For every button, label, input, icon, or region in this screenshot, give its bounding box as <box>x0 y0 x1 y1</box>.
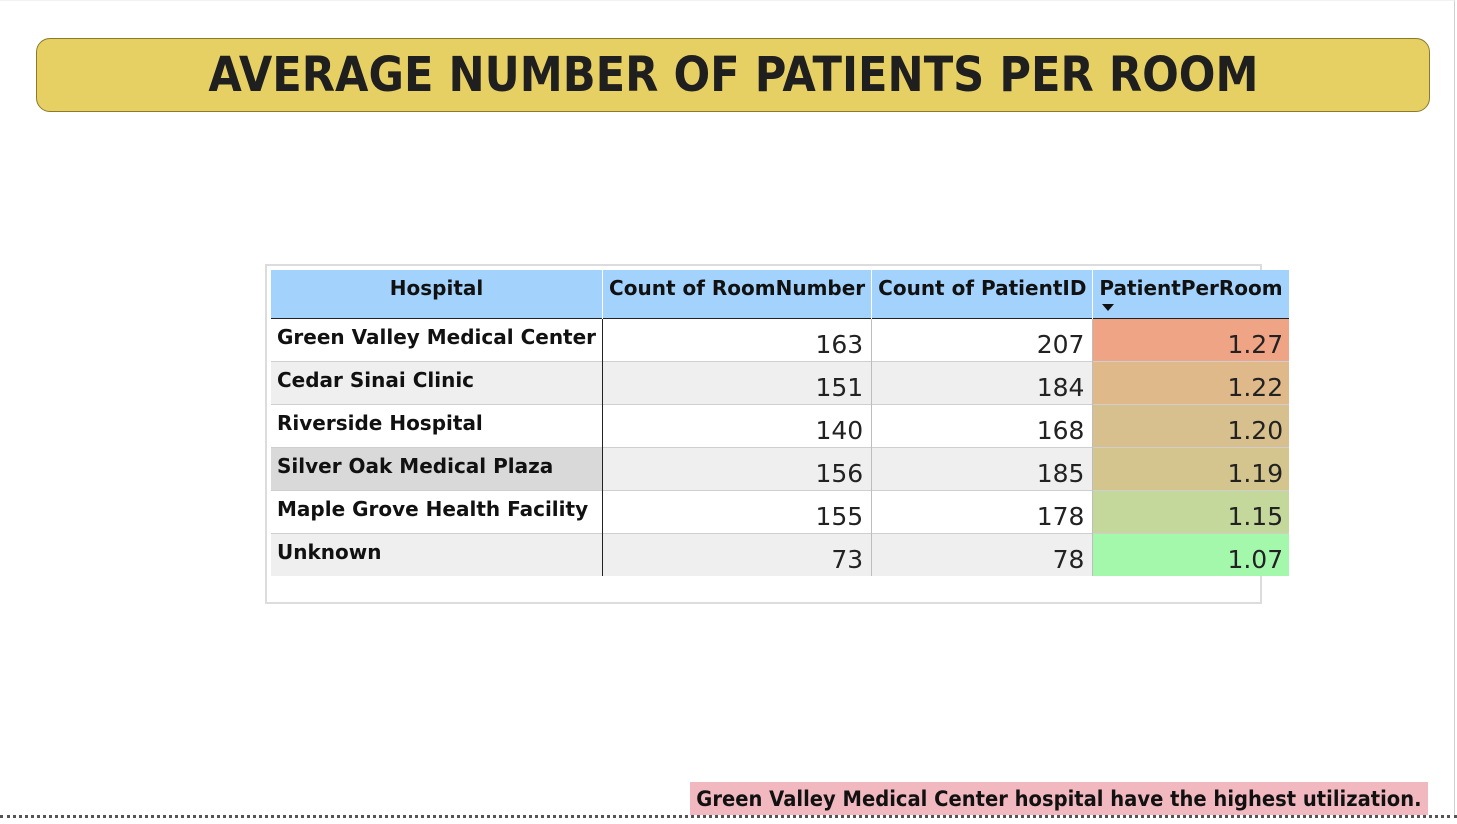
cell-count-roomnumber: 163 <box>602 317 873 361</box>
insight-text: Green Valley Medical Center hospital hav… <box>696 786 1422 811</box>
cell-count-roomnumber: 73 <box>602 532 873 576</box>
cell-count-patientid: 207 <box>871 317 1094 361</box>
cell-patientperroom: 1.20 <box>1092 403 1290 447</box>
table-header-row: Hospital Count of RoomNumber Count of Pa… <box>271 270 1290 318</box>
cell-count-roomnumber: 151 <box>602 360 873 404</box>
cell-count-patientid: 185 <box>871 446 1094 490</box>
page-title: AVERAGE NUMBER OF PATIENTS PER ROOM <box>207 47 1259 103</box>
cell-patientperroom: 1.15 <box>1092 489 1290 533</box>
table-body: Green Valley Medical Center 163 207 1.27 Ced… <box>271 317 1290 576</box>
column-header-count-roomnumber[interactable]: Count of RoomNumber <box>602 270 873 318</box>
cell-count-patientid: 168 <box>871 403 1094 447</box>
cell-hospital[interactable]: Silver Oak Medical Plaza <box>271 446 604 490</box>
table-row[interactable]: Cedar Sinai Clinic 151 184 1.22 <box>271 360 1290 404</box>
column-header-hospital[interactable]: Hospital <box>271 270 604 318</box>
bottom-dotted-divider <box>0 815 1457 818</box>
cell-count-roomnumber: 156 <box>602 446 873 490</box>
patients-per-room-table: Hospital Count of RoomNumber Count of Pa… <box>271 270 1290 576</box>
table-row[interactable]: Silver Oak Medical Plaza 156 185 1.19 <box>271 446 1290 490</box>
cell-hospital[interactable]: Cedar Sinai Clinic <box>271 360 604 404</box>
cell-hospital[interactable]: Unknown <box>271 532 604 576</box>
cell-patientperroom: 1.27 <box>1092 317 1290 361</box>
cell-count-patientid: 184 <box>871 360 1094 404</box>
sort-descending-icon[interactable] <box>1102 304 1115 311</box>
title-banner: AVERAGE NUMBER OF PATIENTS PER ROOM <box>36 38 1430 112</box>
cell-hospital[interactable]: Riverside Hospital <box>271 403 604 447</box>
cell-patientperroom: 1.19 <box>1092 446 1290 490</box>
cell-count-roomnumber: 140 <box>602 403 873 447</box>
cell-hospital[interactable]: Maple Grove Health Facility <box>271 489 604 533</box>
table-row[interactable]: Maple Grove Health Facility 155 178 1.15 <box>271 489 1290 533</box>
column-header-patientperroom-label: PatientPerRoom <box>1099 276 1283 300</box>
table-row[interactable]: Unknown 73 78 1.07 <box>271 532 1290 576</box>
insight-note: Green Valley Medical Center hospital hav… <box>690 782 1428 815</box>
column-header-patientperroom[interactable]: PatientPerRoom <box>1092 270 1290 318</box>
table-row[interactable]: Riverside Hospital 140 168 1.20 <box>271 403 1290 447</box>
table-row[interactable]: Green Valley Medical Center 163 207 1.27 <box>271 317 1290 361</box>
cell-count-roomnumber: 155 <box>602 489 873 533</box>
cell-hospital[interactable]: Green Valley Medical Center <box>271 317 604 361</box>
cell-count-patientid: 178 <box>871 489 1094 533</box>
cell-patientperroom: 1.07 <box>1092 532 1290 576</box>
column-header-count-patientid[interactable]: Count of PatientID <box>871 270 1094 318</box>
cell-patientperroom: 1.22 <box>1092 360 1290 404</box>
cell-count-patientid: 78 <box>871 532 1094 576</box>
